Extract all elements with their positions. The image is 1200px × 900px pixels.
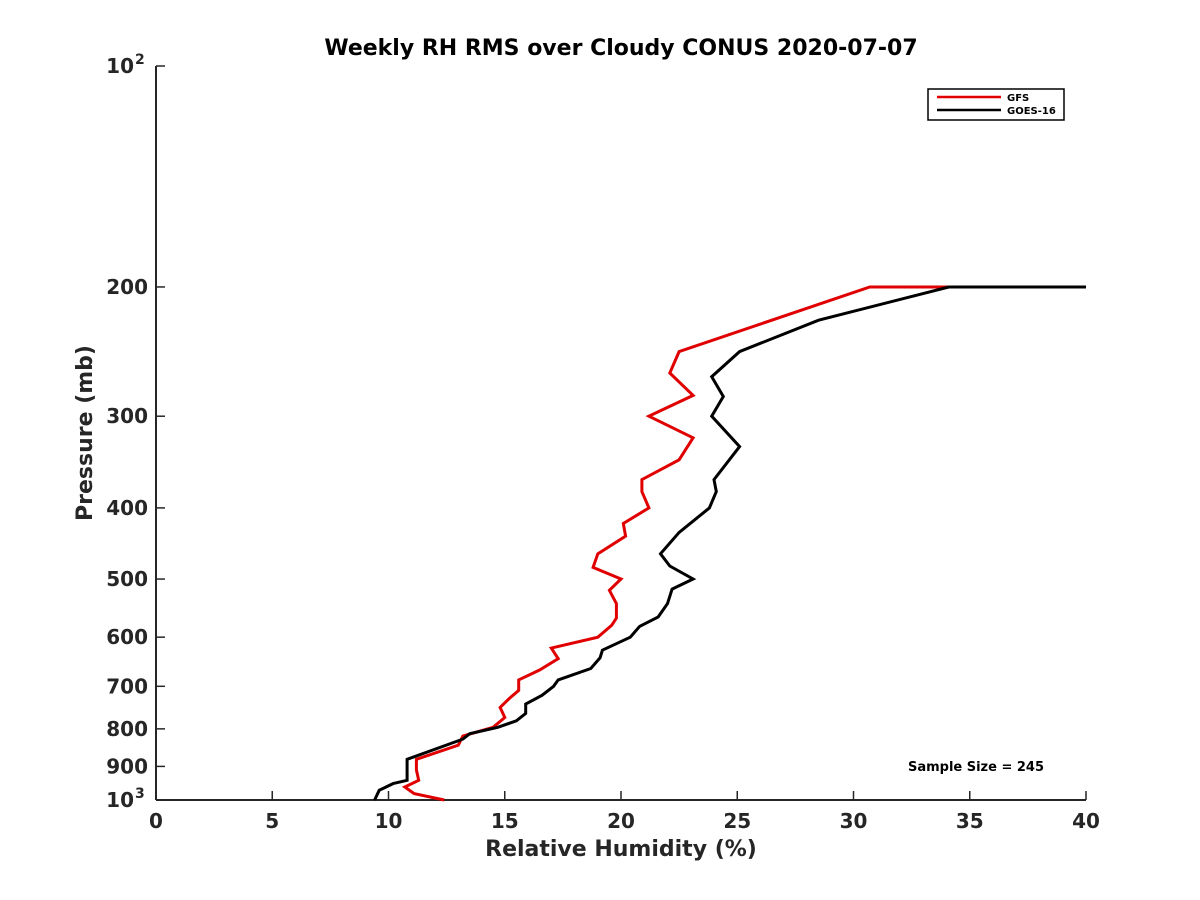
- legend-box: [927, 88, 1065, 121]
- x-axis-label: Relative Humidity (%): [485, 837, 757, 862]
- series-line-goes-16: [373, 285, 1086, 801]
- x-tick-label: 25: [723, 809, 751, 833]
- x-tick-label: 35: [956, 809, 984, 833]
- y-tick-label: 10: [106, 788, 134, 812]
- legend-label-goes16: GOES-16: [1007, 106, 1056, 117]
- x-tick-label: 15: [491, 809, 519, 833]
- x-tick-label: 40: [1072, 809, 1100, 833]
- y-tick-label: 500: [106, 567, 148, 591]
- y-tick-label: 10: [106, 54, 134, 78]
- x-tick-label: 30: [840, 809, 868, 833]
- y-axis-label: Pressure (mb): [73, 345, 98, 521]
- y-tick-label: 200: [106, 275, 148, 299]
- plot-area: 0 5 10 15 20 25 30 35 40 10 220030040050060070080…: [106, 52, 1100, 833]
- plot-background: [156, 66, 1086, 800]
- x-axis-ticks: 0 5 10 15 20 25 30 35 40: [149, 791, 1100, 833]
- series-line-gfs: [401, 285, 1086, 802]
- chart-title: Weekly RH RMS over Cloudy CONUS 2020-07-…: [324, 36, 917, 61]
- series-lines: [373, 285, 1087, 802]
- y-tick-exponent: 2: [135, 52, 145, 68]
- y-tick-label: 400: [106, 496, 148, 520]
- legend-label-gfs: GFS: [1007, 93, 1029, 104]
- y-tick-label: 600: [106, 625, 148, 649]
- sample-size-annotation: Sample Size = 245: [908, 760, 1044, 775]
- x-tick-label: 20: [607, 809, 635, 833]
- y-tick-label: 300: [106, 404, 148, 428]
- y-tick-label: 800: [106, 717, 148, 741]
- y-tick-label: 700: [106, 674, 148, 698]
- y-tick-exponent: 3: [135, 786, 145, 802]
- legend: GFS GOES-16: [927, 88, 1065, 121]
- x-tick-label: 10: [375, 809, 403, 833]
- x-tick-label: 0: [149, 809, 163, 833]
- x-tick-label: 5: [265, 809, 279, 833]
- y-tick-label: 900: [106, 754, 148, 778]
